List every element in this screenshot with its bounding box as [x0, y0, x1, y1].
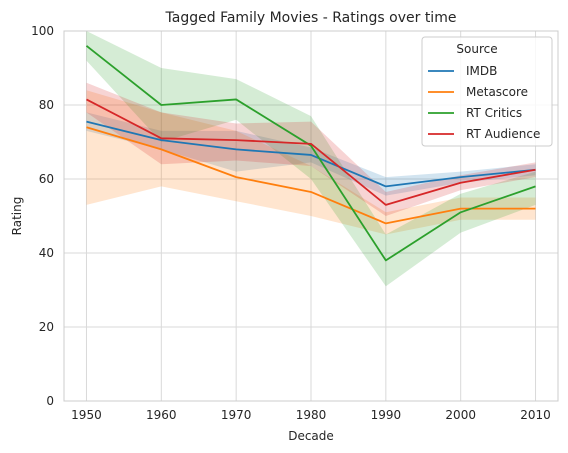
legend-label-rt-critics: RT Critics — [466, 106, 522, 120]
legend: Source IMDB Metascore RT Critics RT Audienc… — [422, 37, 552, 146]
x-tick-label: 2010 — [520, 408, 551, 422]
legend-label-imdb: IMDB — [466, 64, 497, 78]
x-axis-label: Decade — [288, 429, 334, 443]
chart-title: Tagged Family Movies - Ratings over time — [165, 10, 457, 26]
legend-label-metascore: Metascore — [466, 85, 528, 99]
y-tick-label: 0 — [46, 394, 54, 408]
y-tick-label: 40 — [39, 246, 54, 260]
x-tick-label: 1970 — [221, 408, 252, 422]
y-axis-label: Rating — [10, 197, 24, 236]
x-tick-label: 1990 — [371, 408, 402, 422]
x-tick-label: 1950 — [71, 408, 102, 422]
x-tick-label: 1960 — [146, 408, 177, 422]
legend-label-rt-audience: RT Audience — [466, 127, 540, 141]
x-tick-labels: 1950 1960 1970 1980 1990 2000 2010 — [71, 408, 551, 422]
y-tick-label: 60 — [39, 172, 54, 186]
y-tick-label: 100 — [31, 24, 54, 38]
y-tick-label: 80 — [39, 98, 54, 112]
y-tick-labels: 0 20 40 60 80 100 — [31, 24, 54, 408]
y-tick-label: 20 — [39, 320, 54, 334]
legend-title: Source — [456, 42, 497, 56]
x-tick-label: 1980 — [296, 408, 327, 422]
x-tick-label: 2000 — [445, 408, 476, 422]
